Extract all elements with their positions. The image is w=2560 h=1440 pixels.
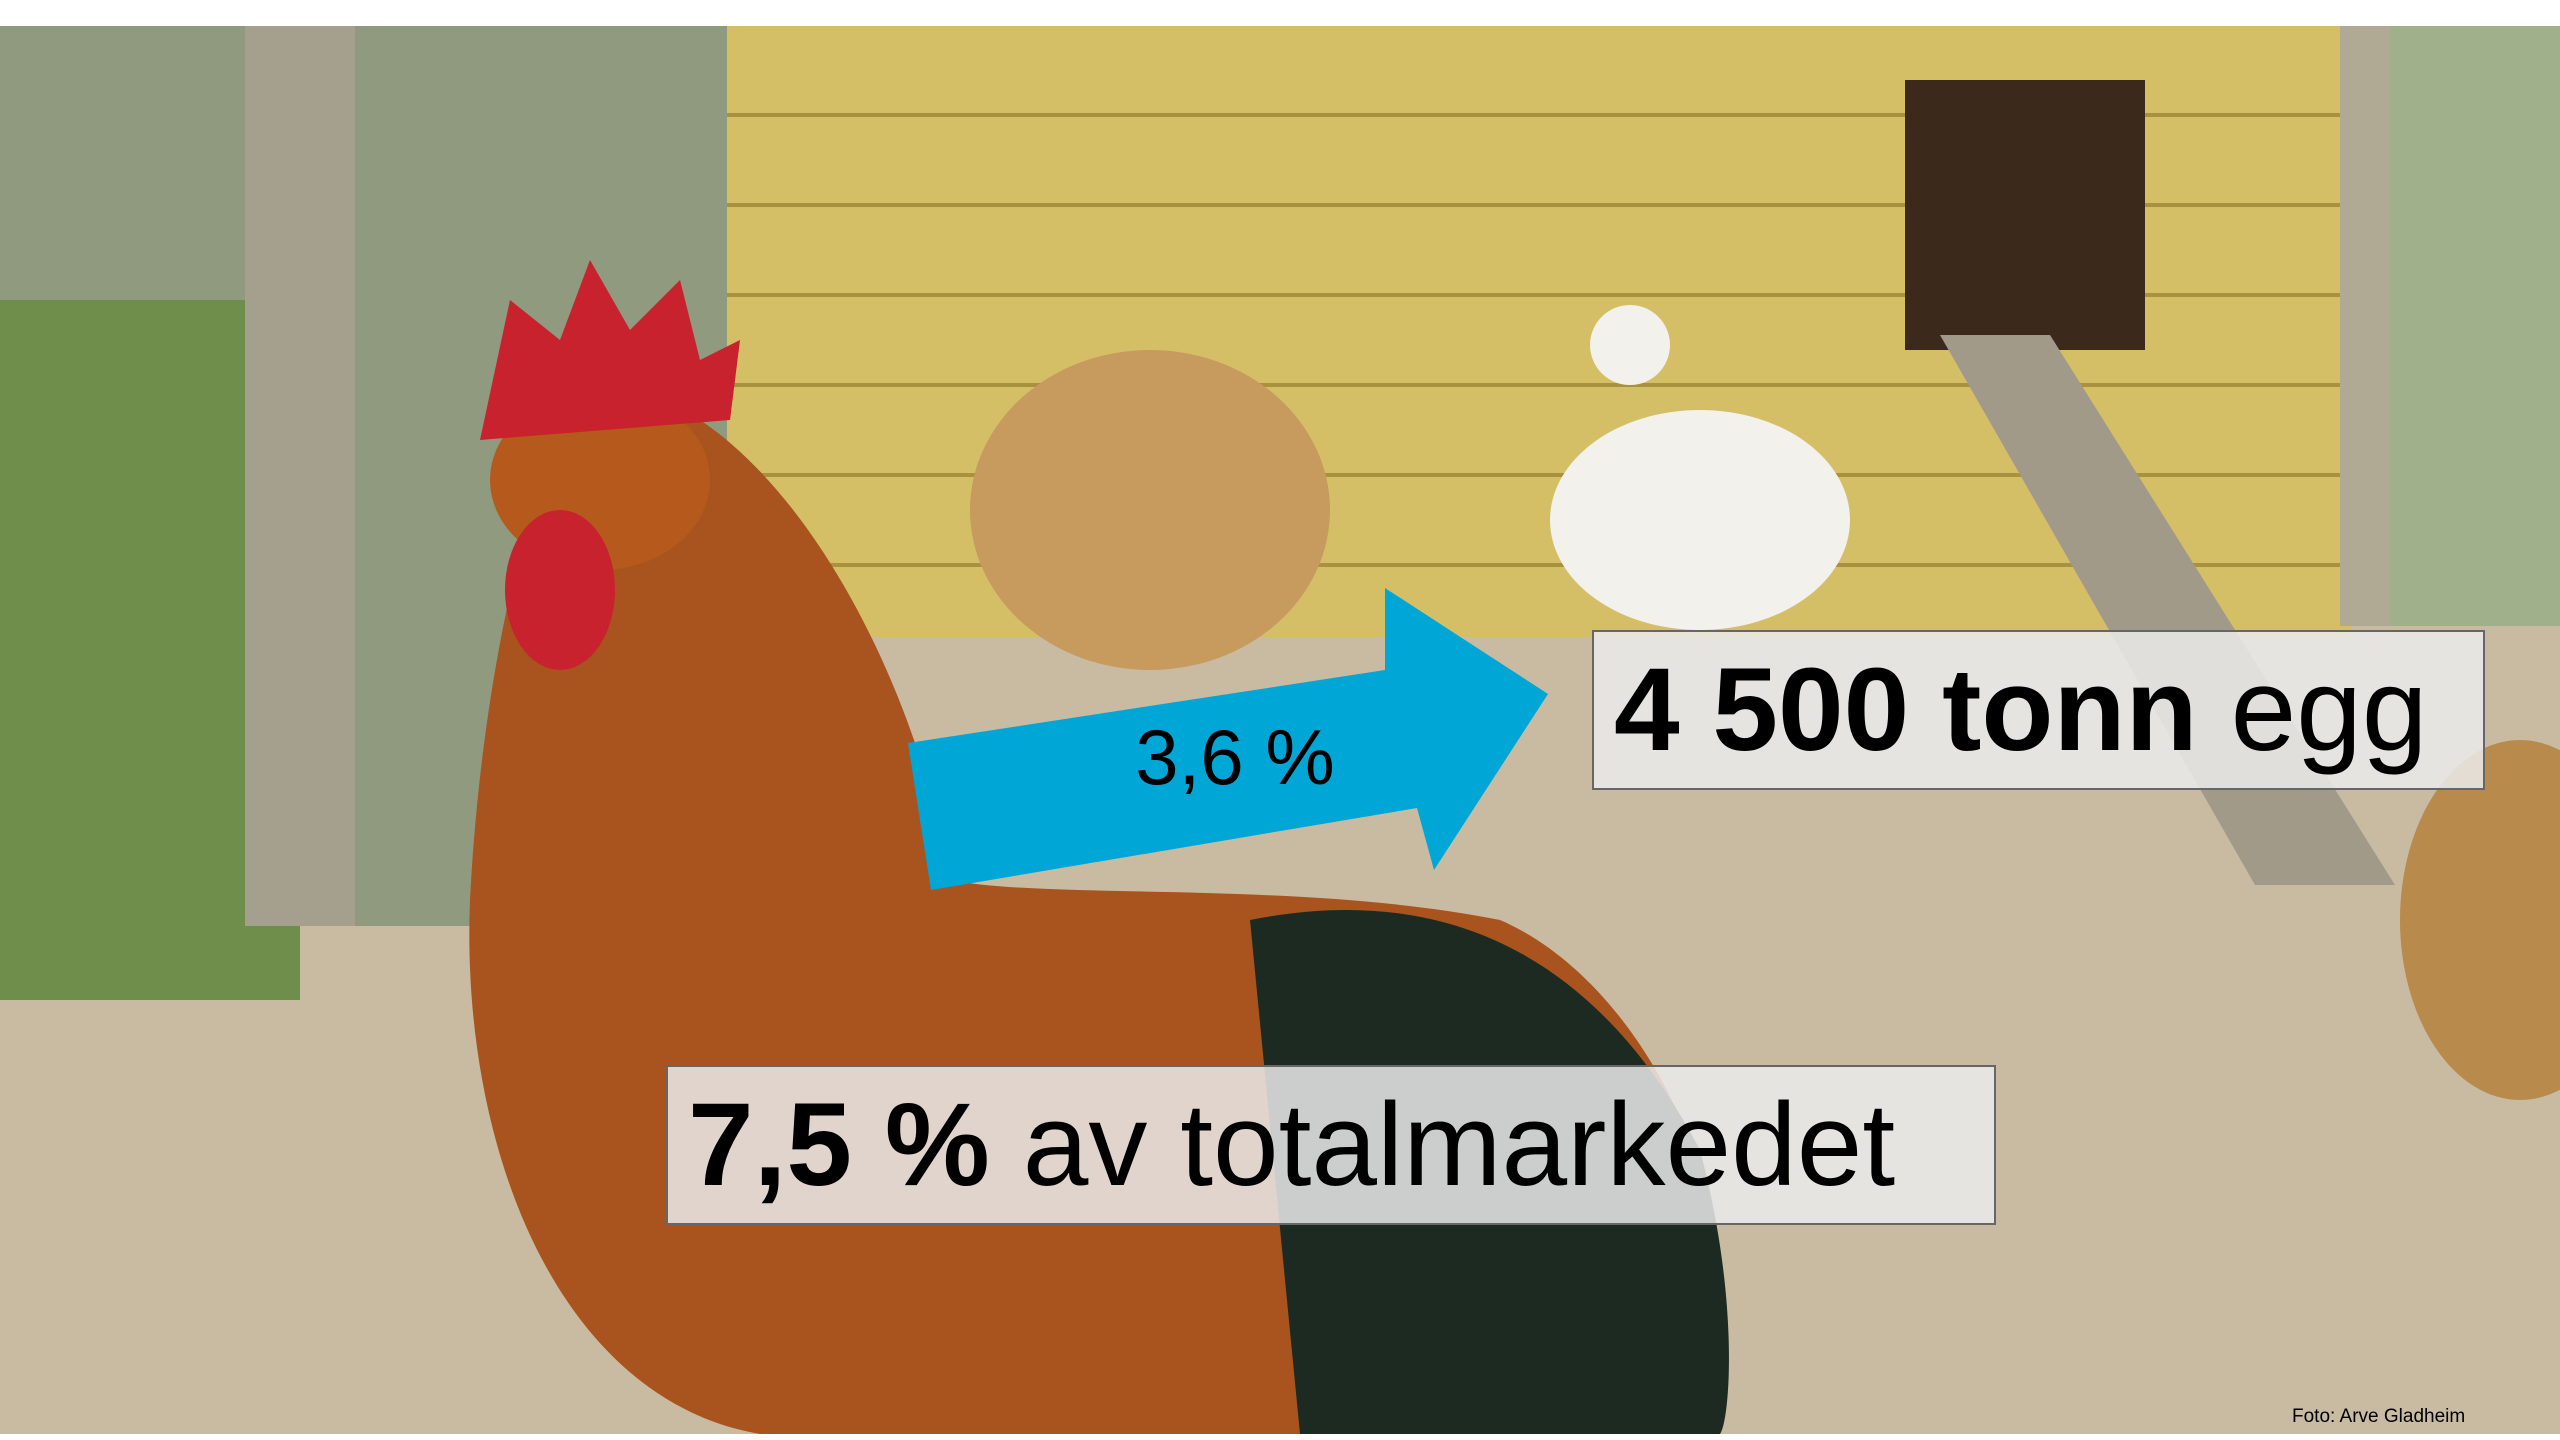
hen-right: [2400, 740, 2560, 1100]
egg-unit: egg: [2230, 644, 2428, 776]
coop-door: [1905, 80, 2145, 350]
hen-brown: [970, 350, 1330, 670]
arrow-label: 3,6 %: [1135, 713, 1335, 801]
wattle: [505, 510, 615, 670]
post: [2340, 26, 2390, 626]
hen-white: [1550, 410, 1850, 630]
market-share: 7,5 %: [688, 1079, 990, 1211]
fence-post: [245, 26, 355, 926]
egg-amount: 4 500 tonn: [1614, 644, 2198, 776]
photo-credit: Foto: Arve Gladheim: [2292, 1406, 2466, 1427]
market-box: 7,5 % av totalmarkedet: [666, 1065, 1996, 1225]
egg-box: 4 500 tonn egg: [1592, 630, 2485, 790]
comb: [480, 260, 740, 440]
market-text: av totalmarkedet: [1022, 1079, 1896, 1211]
hen-head: [1590, 305, 1670, 385]
arrow: [908, 588, 1548, 890]
